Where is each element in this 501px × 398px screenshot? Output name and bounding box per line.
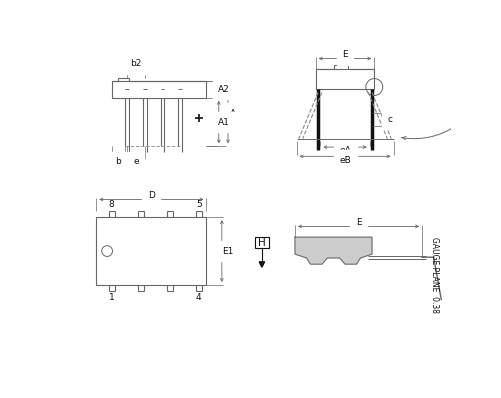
Text: b: b bbox=[115, 157, 121, 166]
Text: eB: eB bbox=[339, 156, 350, 165]
Text: GAUGE PLANE  0.38: GAUGE PLANE 0.38 bbox=[429, 237, 438, 313]
Text: H: H bbox=[258, 238, 265, 248]
Polygon shape bbox=[295, 237, 371, 264]
Text: E: E bbox=[355, 218, 361, 227]
Text: c: c bbox=[386, 115, 391, 124]
Text: eA: eA bbox=[339, 146, 350, 156]
Text: 5: 5 bbox=[195, 200, 201, 209]
Bar bbox=[112, 81, 206, 98]
Text: D: D bbox=[148, 191, 154, 200]
Bar bbox=[96, 217, 206, 285]
Text: E1: E1 bbox=[222, 246, 233, 256]
Text: 1: 1 bbox=[109, 293, 114, 302]
Text: e: e bbox=[133, 157, 139, 166]
Text: A2: A2 bbox=[218, 85, 229, 94]
Polygon shape bbox=[259, 262, 264, 267]
Text: b2: b2 bbox=[130, 59, 141, 68]
Bar bbox=[255, 237, 269, 248]
Text: 4: 4 bbox=[195, 293, 201, 302]
Text: 8: 8 bbox=[109, 200, 114, 209]
Text: E: E bbox=[342, 50, 347, 59]
Text: A1: A1 bbox=[218, 117, 229, 127]
Bar bbox=[315, 69, 374, 89]
Text: A: A bbox=[229, 109, 235, 118]
